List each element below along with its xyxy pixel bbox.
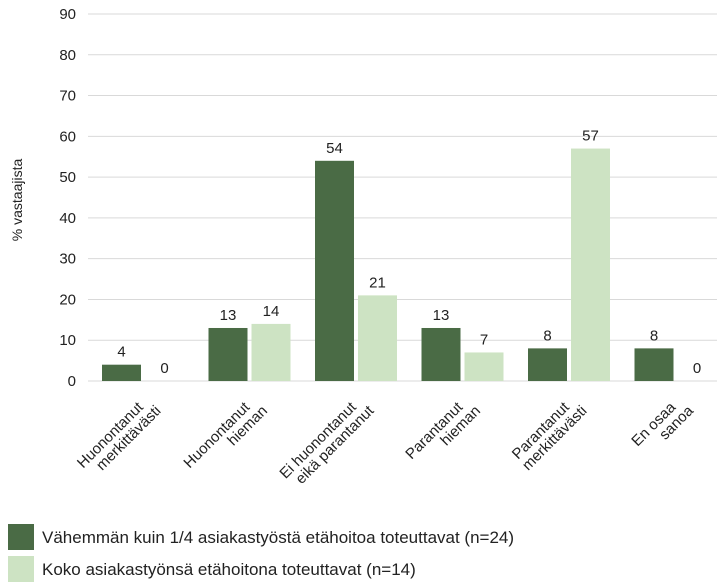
value-label: 14: [263, 303, 280, 320]
bar: [528, 348, 567, 381]
value-label: 8: [650, 327, 658, 344]
x-tick-label: Parantanutmerkittävästi: [508, 392, 590, 474]
bar: [571, 148, 610, 381]
y-tick-label: 60: [59, 128, 76, 145]
bar: [102, 364, 141, 381]
y-tick-label: 20: [59, 291, 76, 308]
x-tick-label: Ei huonontanuteikä parantanut: [276, 391, 378, 493]
value-label: 0: [160, 360, 168, 377]
value-label: 57: [582, 128, 599, 145]
x-tick-label: Huonontanutmerkittävästi: [74, 392, 164, 482]
bar: [464, 352, 504, 381]
value-label: 0: [693, 360, 701, 377]
legend-label: Koko asiakastyönsä etähoitona toteuttava…: [42, 560, 416, 579]
legend-swatch: [8, 556, 34, 582]
bar: [634, 348, 674, 381]
x-tick-label: Huonontanuthieman: [180, 392, 270, 482]
value-label: 13: [433, 307, 450, 324]
legend-label: Vähemmän kuin 1/4 asiakastyöstä etähoito…: [42, 528, 514, 547]
bar: [208, 327, 248, 381]
x-tick-label: En osaasanoa: [628, 391, 697, 460]
value-label: 13: [220, 307, 237, 324]
y-tick-label: 70: [59, 88, 76, 105]
y-tick-label: 80: [59, 47, 76, 64]
y-tick-label: 10: [59, 332, 76, 349]
bar: [251, 323, 291, 381]
value-label: 21: [369, 274, 386, 291]
legend-swatch: [8, 524, 34, 550]
value-label: 4: [117, 344, 125, 361]
bar: [315, 160, 354, 381]
y-tick-label: 0: [68, 373, 76, 390]
value-label: 54: [326, 140, 343, 157]
x-tick-label: Parantanuthieman: [402, 392, 484, 474]
y-axis-label: % vastaajista: [9, 159, 25, 242]
y-tick-label: 50: [59, 169, 76, 186]
value-label: 7: [480, 331, 488, 348]
bar: [421, 327, 461, 381]
y-tick-label: 40: [59, 210, 76, 227]
bar: [358, 295, 397, 381]
value-label: 8: [543, 327, 551, 344]
y-tick-label: 30: [59, 251, 76, 268]
y-tick-label: 90: [59, 6, 76, 23]
